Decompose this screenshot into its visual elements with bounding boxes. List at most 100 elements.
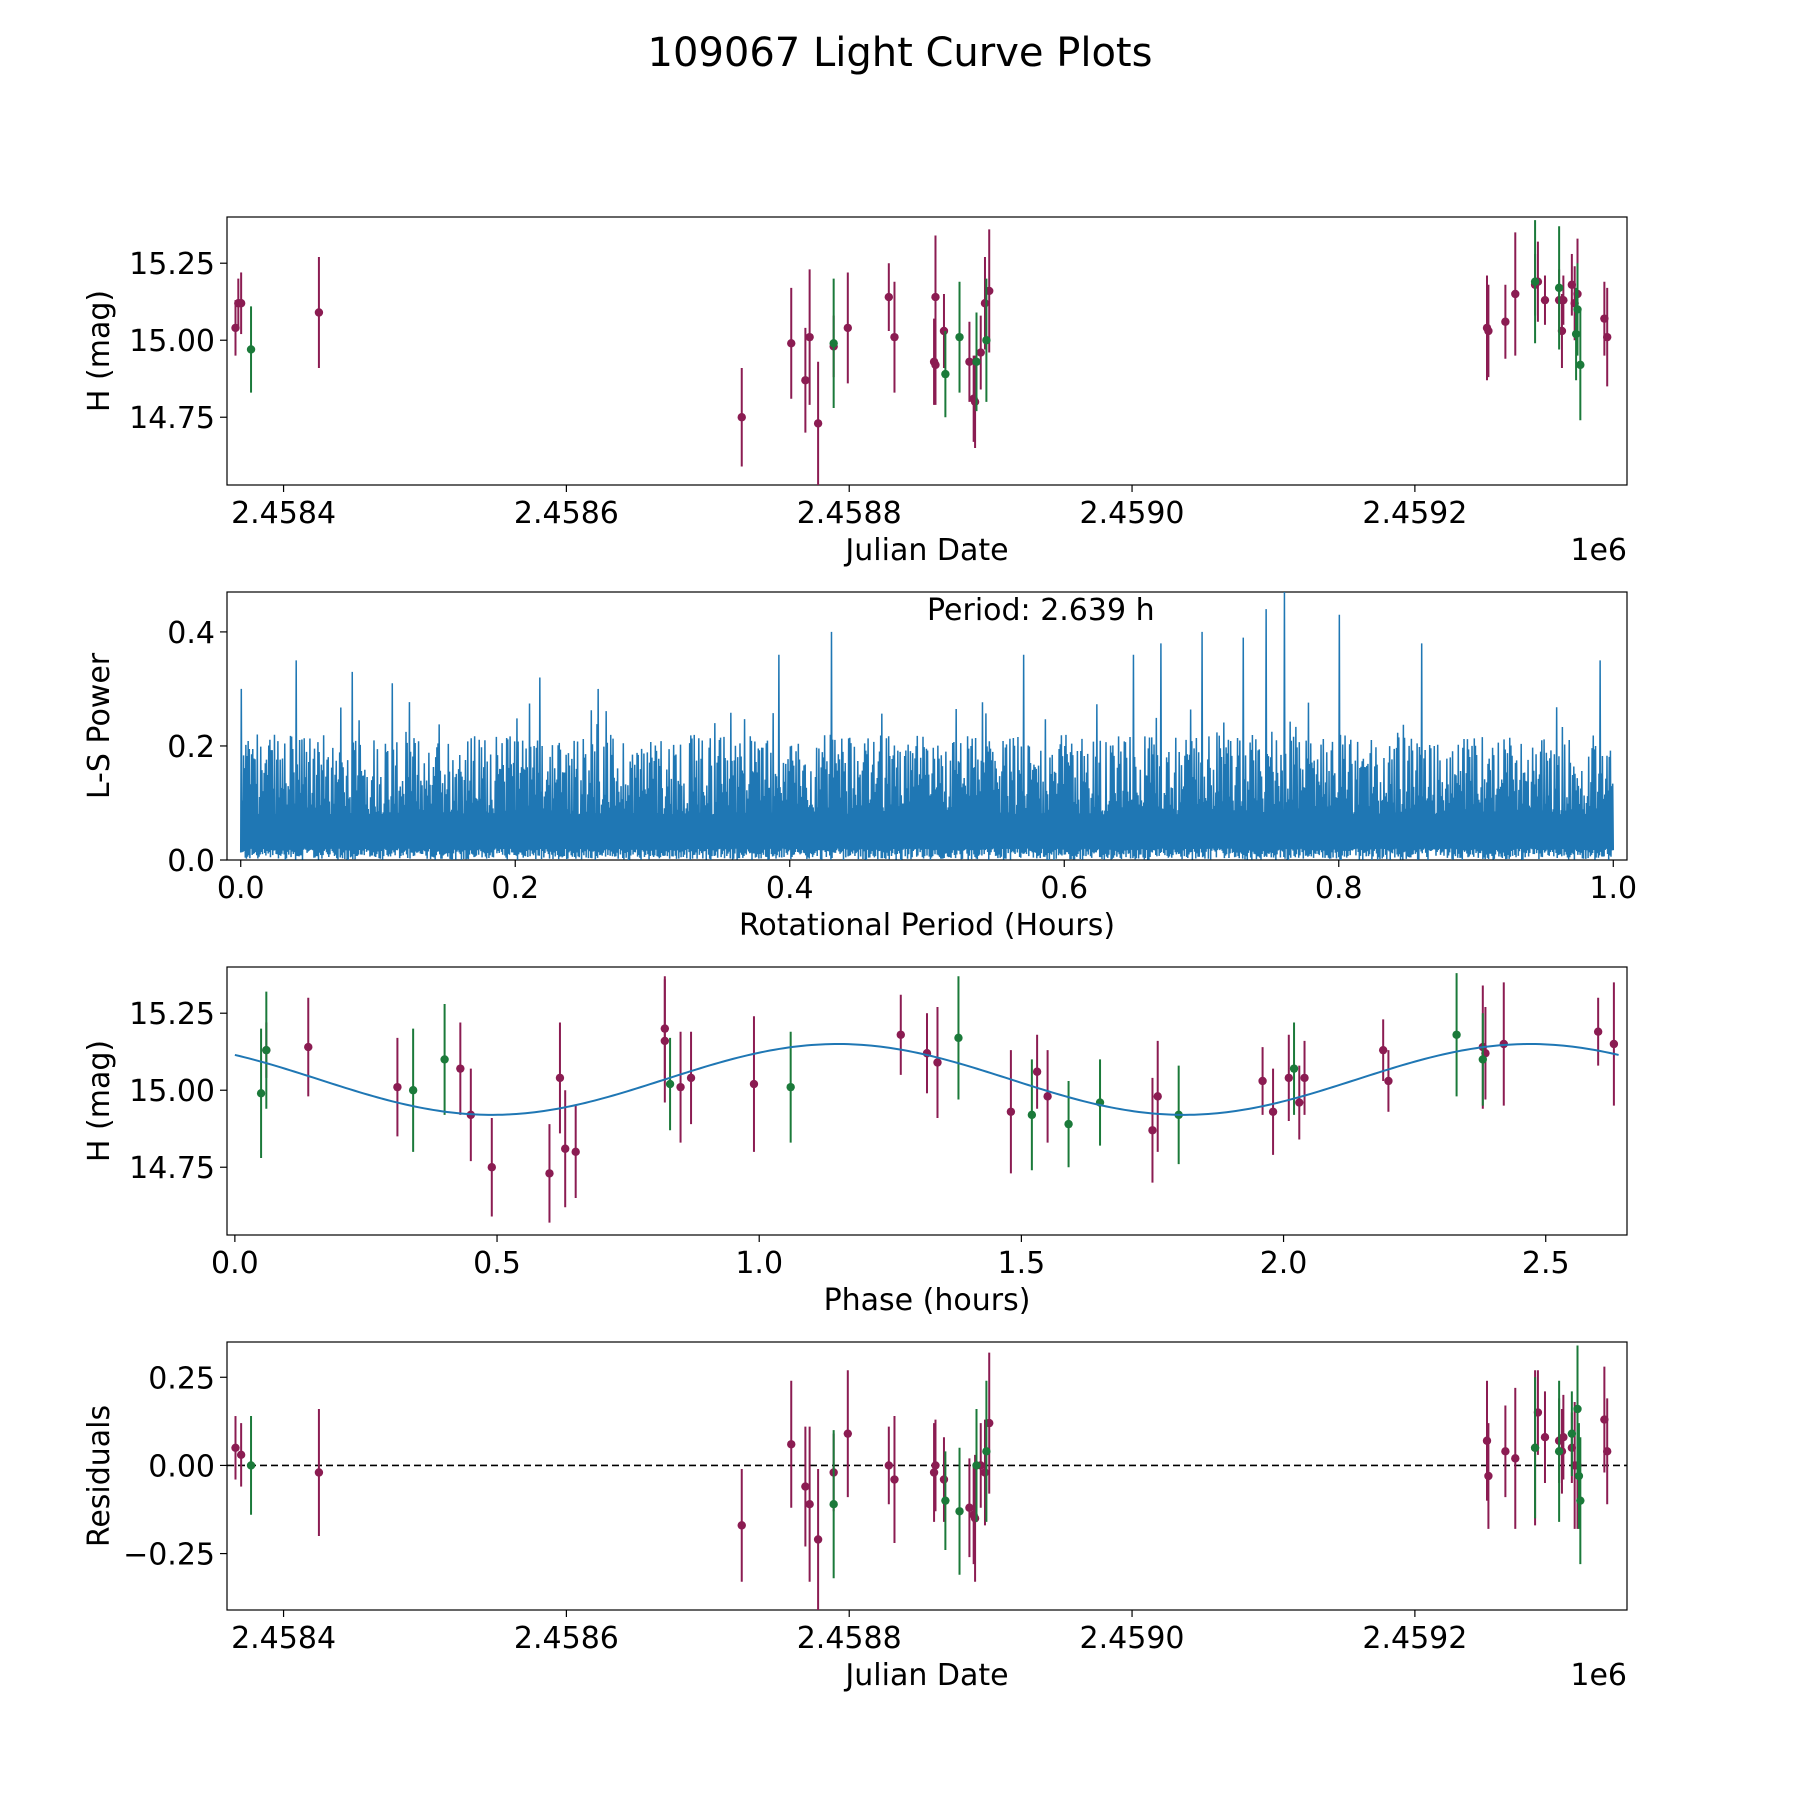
y-tick-label: 0.25 bbox=[148, 1361, 215, 1396]
data-point bbox=[955, 1507, 964, 1516]
data-point bbox=[1609, 1039, 1619, 1049]
data-point bbox=[931, 360, 940, 370]
series-magenta-band bbox=[231, 229, 1612, 485]
data-point bbox=[1378, 1045, 1388, 1055]
x-tick-label: 2.4590 bbox=[1080, 1621, 1185, 1656]
data-point bbox=[246, 345, 256, 354]
data-point bbox=[941, 1496, 950, 1505]
data-point bbox=[843, 1429, 853, 1438]
data-point bbox=[890, 1475, 899, 1484]
data-point bbox=[1148, 1126, 1157, 1135]
y-axis-label: Residuals bbox=[82, 1405, 117, 1547]
data-point bbox=[1501, 317, 1510, 326]
data-point bbox=[896, 1030, 905, 1039]
data-point bbox=[939, 1475, 949, 1484]
y-tick-label: 15.00 bbox=[129, 324, 215, 359]
data-layer bbox=[239, 592, 1615, 860]
data-point bbox=[555, 1073, 565, 1083]
plot-frame bbox=[226, 1341, 1628, 1611]
data-point bbox=[965, 1503, 974, 1512]
x-offset-label: 1e6 bbox=[1570, 1658, 1627, 1693]
y-tick-label: 14.75 bbox=[129, 1151, 215, 1186]
x-tick-label: 2.4588 bbox=[797, 1621, 902, 1656]
x-tick-label: 2.4586 bbox=[514, 1621, 619, 1656]
data-point bbox=[686, 1073, 696, 1083]
data-point bbox=[408, 1086, 418, 1095]
data-point bbox=[980, 1468, 990, 1477]
x-tick-label: 2.4588 bbox=[797, 496, 902, 531]
period-annotation: Period: 2.639 h bbox=[927, 593, 1155, 628]
data-point bbox=[236, 1450, 246, 1460]
data-point bbox=[1478, 1055, 1488, 1064]
data-point bbox=[965, 357, 974, 366]
x-axis-label: Julian Date bbox=[843, 533, 1008, 568]
data-point bbox=[787, 1440, 796, 1449]
x-tick-label: 2.4592 bbox=[1362, 496, 1467, 531]
data-point bbox=[801, 1482, 810, 1491]
y-axis-label: H (mag) bbox=[82, 1040, 117, 1162]
data-point bbox=[571, 1147, 580, 1157]
data-point bbox=[231, 1443, 240, 1452]
data-point bbox=[545, 1169, 554, 1178]
data-point bbox=[1258, 1076, 1267, 1086]
x-tick-label: 0.0 bbox=[217, 871, 265, 906]
data-point bbox=[1603, 332, 1612, 342]
x-tick-label: 1.5 bbox=[998, 1246, 1046, 1281]
data-point bbox=[829, 1500, 838, 1509]
data-point bbox=[1511, 289, 1520, 299]
series-green-band bbox=[246, 220, 1585, 421]
figure-title: 109067 Light Curve Plots bbox=[648, 30, 1153, 76]
data-point bbox=[660, 1036, 670, 1046]
data-point bbox=[1540, 295, 1550, 305]
data-point bbox=[933, 1058, 942, 1067]
x-tick-label: 2.4584 bbox=[231, 496, 336, 531]
data-point bbox=[1484, 326, 1493, 336]
data-point bbox=[314, 308, 324, 317]
data-point bbox=[829, 339, 838, 348]
data-point bbox=[1571, 329, 1581, 339]
data-point bbox=[1573, 1404, 1582, 1414]
data-point bbox=[262, 1045, 271, 1055]
data-point bbox=[805, 332, 814, 342]
y-tick-label: 14.75 bbox=[129, 401, 215, 436]
data-point bbox=[970, 1514, 980, 1523]
panel-residuals: 2.4584 2.4586 2.4588 2.4590 2.4592 −0.25 0.00 0… bbox=[82, 1341, 1628, 1693]
data-point bbox=[813, 1535, 823, 1544]
y-tick-label: −0.25 bbox=[123, 1538, 215, 1573]
x-tick-label: 0.8 bbox=[1315, 871, 1363, 906]
data-point bbox=[884, 292, 894, 302]
y-tick-label: 15.00 bbox=[129, 1074, 215, 1109]
data-point bbox=[1284, 1073, 1293, 1083]
data-point bbox=[955, 332, 964, 342]
x-tick-label: 0.6 bbox=[1040, 871, 1088, 906]
data-point bbox=[1006, 1107, 1016, 1116]
data-point bbox=[456, 1064, 465, 1073]
data-point bbox=[939, 326, 949, 336]
x-tick-label: 2.0 bbox=[1260, 1246, 1308, 1281]
y-tick-label: 0.0 bbox=[167, 844, 215, 879]
data-point bbox=[982, 1447, 991, 1456]
data-point bbox=[976, 348, 985, 357]
data-point bbox=[1576, 360, 1585, 370]
plot-frame bbox=[226, 591, 1628, 861]
x-tick-label: 1.0 bbox=[1589, 871, 1637, 906]
data-point bbox=[1384, 1076, 1393, 1086]
data-point bbox=[1530, 1443, 1540, 1452]
series-green-band bbox=[256, 973, 1488, 1171]
data-point bbox=[676, 1082, 685, 1092]
data-point bbox=[393, 1082, 402, 1092]
series-green-band bbox=[246, 1345, 1585, 1579]
data-point bbox=[982, 336, 991, 345]
x-axis-label: Phase (hours) bbox=[824, 1283, 1031, 1318]
data-point bbox=[801, 376, 810, 385]
y-tick-label: 0.4 bbox=[167, 616, 215, 651]
data-point bbox=[236, 299, 246, 308]
data-point bbox=[931, 292, 940, 302]
data-point bbox=[1603, 1447, 1612, 1456]
x-tick-label: 2.4584 bbox=[231, 1621, 336, 1656]
data-point bbox=[972, 1461, 981, 1470]
data-point bbox=[1540, 1433, 1550, 1442]
data-point bbox=[1032, 1067, 1042, 1076]
data-point bbox=[737, 1521, 746, 1530]
data-point bbox=[931, 1461, 940, 1470]
